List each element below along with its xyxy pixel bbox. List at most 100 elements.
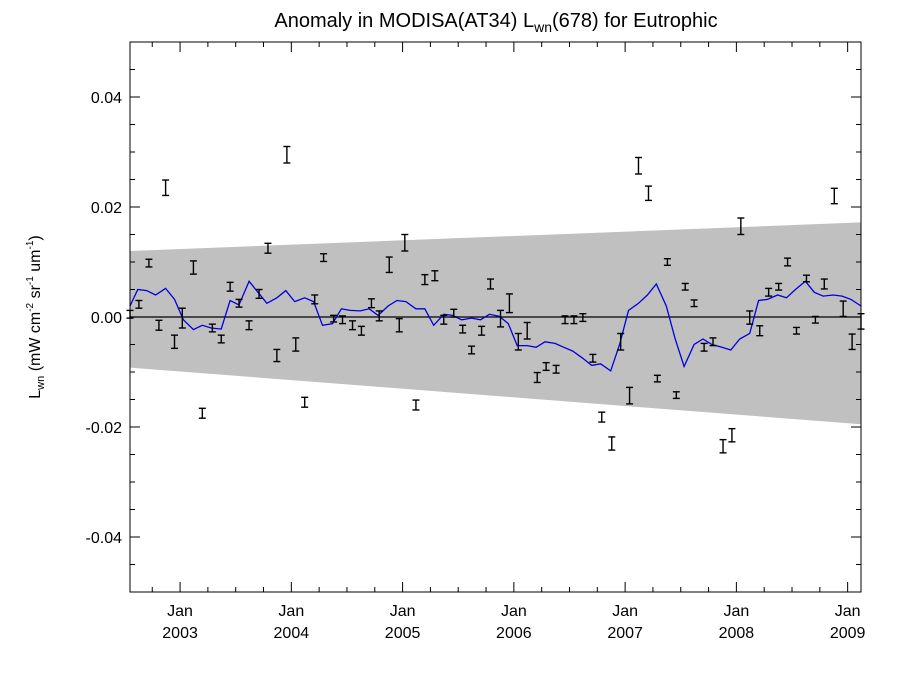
error-bar: [255, 288, 263, 299]
x-tick-year-label: 2009: [830, 625, 866, 642]
error-bar: [198, 407, 206, 419]
error-bar: [589, 353, 597, 363]
error-bar: [431, 270, 439, 282]
error-bar: [385, 256, 393, 274]
y-label-units: (mW cm: [27, 312, 44, 376]
y-label-units3: um: [27, 250, 44, 277]
error-bar: [737, 217, 745, 236]
error-bar: [690, 299, 698, 308]
error-bar: [719, 438, 727, 454]
error-bar: [523, 321, 531, 340]
error-bar: [830, 187, 838, 205]
error-bar: [756, 325, 764, 337]
error-bar: [311, 294, 319, 305]
error-bar: [226, 281, 234, 292]
error-bar: [784, 257, 792, 267]
error-bar: [217, 334, 225, 344]
error-bar: [478, 325, 486, 336]
error-bar: [746, 310, 754, 325]
error-bar: [339, 315, 347, 325]
error-bar: [617, 332, 625, 351]
error-bar: [811, 315, 819, 324]
error-bar: [634, 156, 642, 175]
error-bar: [570, 315, 578, 325]
error-bar: [792, 326, 800, 335]
error-bar: [486, 278, 494, 290]
x-tick-month-label: Jan: [501, 603, 527, 620]
error-bar: [401, 233, 409, 252]
error-bar: [330, 314, 338, 323]
error-bar: [709, 337, 717, 347]
error-bar: [171, 334, 179, 350]
error-bar: [533, 371, 541, 384]
y-axis-label: Lwn (mW cm-2 sr-1 um-1): [25, 235, 47, 398]
error-bar: [598, 411, 606, 423]
x-tick-month-label: Jan: [390, 603, 416, 620]
error-bar: [135, 299, 143, 309]
error-bar: [775, 282, 783, 291]
error-bar: [672, 391, 680, 400]
error-bar: [245, 320, 253, 331]
error-bar: [542, 361, 550, 372]
error-bar: [579, 313, 587, 323]
chart-title-prefix: Anomaly in MODISA(AT34) L: [274, 10, 534, 32]
error-bar: [459, 324, 467, 334]
error-bar: [552, 364, 560, 374]
confidence-band: [130, 222, 861, 425]
x-tick-year-label: 2007: [607, 625, 643, 642]
error-bar: [155, 319, 163, 331]
error-bar: [681, 282, 689, 291]
error-bar: [162, 179, 170, 197]
error-bar: [848, 333, 856, 351]
x-tick-month-label: Jan: [612, 603, 638, 620]
error-bar: [301, 396, 309, 408]
error-bar: [178, 307, 186, 329]
error-bar: [653, 374, 661, 383]
chart-title-subscript: wn: [533, 19, 552, 35]
error-bar: [283, 145, 291, 164]
error-bar: [497, 309, 505, 328]
y-label-exp3: -1: [25, 240, 36, 249]
error-bar: [320, 253, 328, 263]
error-bar: [357, 325, 365, 336]
error-bar: [514, 332, 522, 351]
x-tick-year-label: 2003: [162, 625, 198, 642]
error-bar: [208, 323, 216, 333]
error-bar: [663, 258, 671, 266]
error-bar: [450, 308, 458, 318]
chart-title: Anomaly in MODISA(AT34) Lwn(678) for Eut…: [274, 10, 717, 35]
y-label-exp2: -1: [25, 276, 36, 285]
chart-title-suffix: (678) for Eutrophic: [552, 10, 718, 32]
error-bar: [349, 320, 357, 331]
error-bar: [189, 260, 197, 275]
mean-series-layer: [129, 280, 862, 372]
error-bar: [644, 185, 652, 202]
error-bar: [395, 317, 403, 333]
x-tick-year-label: 2004: [274, 625, 310, 642]
y-label-sub: wn: [35, 376, 47, 391]
errorbar-series-layer: [126, 145, 865, 454]
series-line: [129, 280, 862, 372]
error-bar: [412, 399, 420, 411]
y-tick-label: -0.02: [86, 420, 123, 437]
error-bar: [561, 315, 569, 325]
error-bar: [375, 310, 383, 322]
error-bar: [292, 337, 300, 352]
y-tick-label: 0.00: [91, 310, 122, 327]
y-ticks: 0.04 0.02 0.00 -0.02 -0.04: [86, 41, 861, 593]
x-tick-month-label: Jan: [723, 603, 749, 620]
error-bar: [728, 427, 736, 443]
error-bar: [820, 278, 828, 290]
error-bar: [145, 258, 153, 268]
x-ticks: Jan 2003 Jan 2004 Jan 2005 Jan 2006 Jan 2007 Jan 20…: [151, 42, 866, 642]
error-bar: [700, 342, 708, 352]
x-tick-month-label: Jan: [835, 603, 861, 620]
error-bar: [367, 298, 375, 309]
error-bar: [235, 298, 243, 308]
y-label-main: L: [27, 390, 44, 399]
error-bar: [440, 314, 448, 325]
x-tick-month-label: Jan: [167, 603, 193, 620]
x-tick-year-label: 2005: [385, 625, 421, 642]
x-tick-month-label: Jan: [278, 603, 304, 620]
y-tick-label: 0.02: [91, 200, 122, 217]
